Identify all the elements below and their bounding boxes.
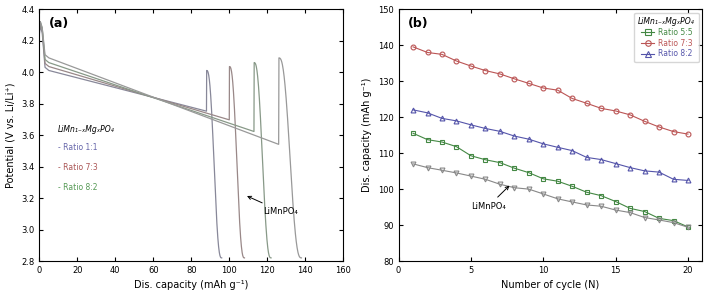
X-axis label: Dis. capacity (mAh g⁻¹): Dis. capacity (mAh g⁻¹) [134, 280, 249, 290]
Text: LiMn₁₋ₓMgₓPO₄: LiMn₁₋ₓMgₓPO₄ [57, 125, 114, 134]
Text: LiMnPO₄: LiMnPO₄ [248, 196, 298, 216]
Text: - Ratio 7:3: - Ratio 7:3 [57, 163, 97, 172]
Text: - Ratio 1:1: - Ratio 1:1 [57, 143, 97, 152]
Text: (a): (a) [48, 17, 69, 30]
Legend: Ratio 5:5, Ratio 7:3, Ratio 8:2: Ratio 5:5, Ratio 7:3, Ratio 8:2 [634, 13, 699, 62]
Text: (b): (b) [408, 17, 428, 30]
Text: - Ratio 8:2: - Ratio 8:2 [57, 183, 97, 192]
X-axis label: Number of cycle (N): Number of cycle (N) [501, 280, 600, 290]
Text: LiMnPO₄: LiMnPO₄ [471, 186, 508, 211]
Y-axis label: Dis. capacity (mAh g⁻¹): Dis. capacity (mAh g⁻¹) [362, 78, 372, 192]
Y-axis label: Potential (V vs. Li/Li⁺): Potential (V vs. Li/Li⁺) [6, 82, 16, 188]
